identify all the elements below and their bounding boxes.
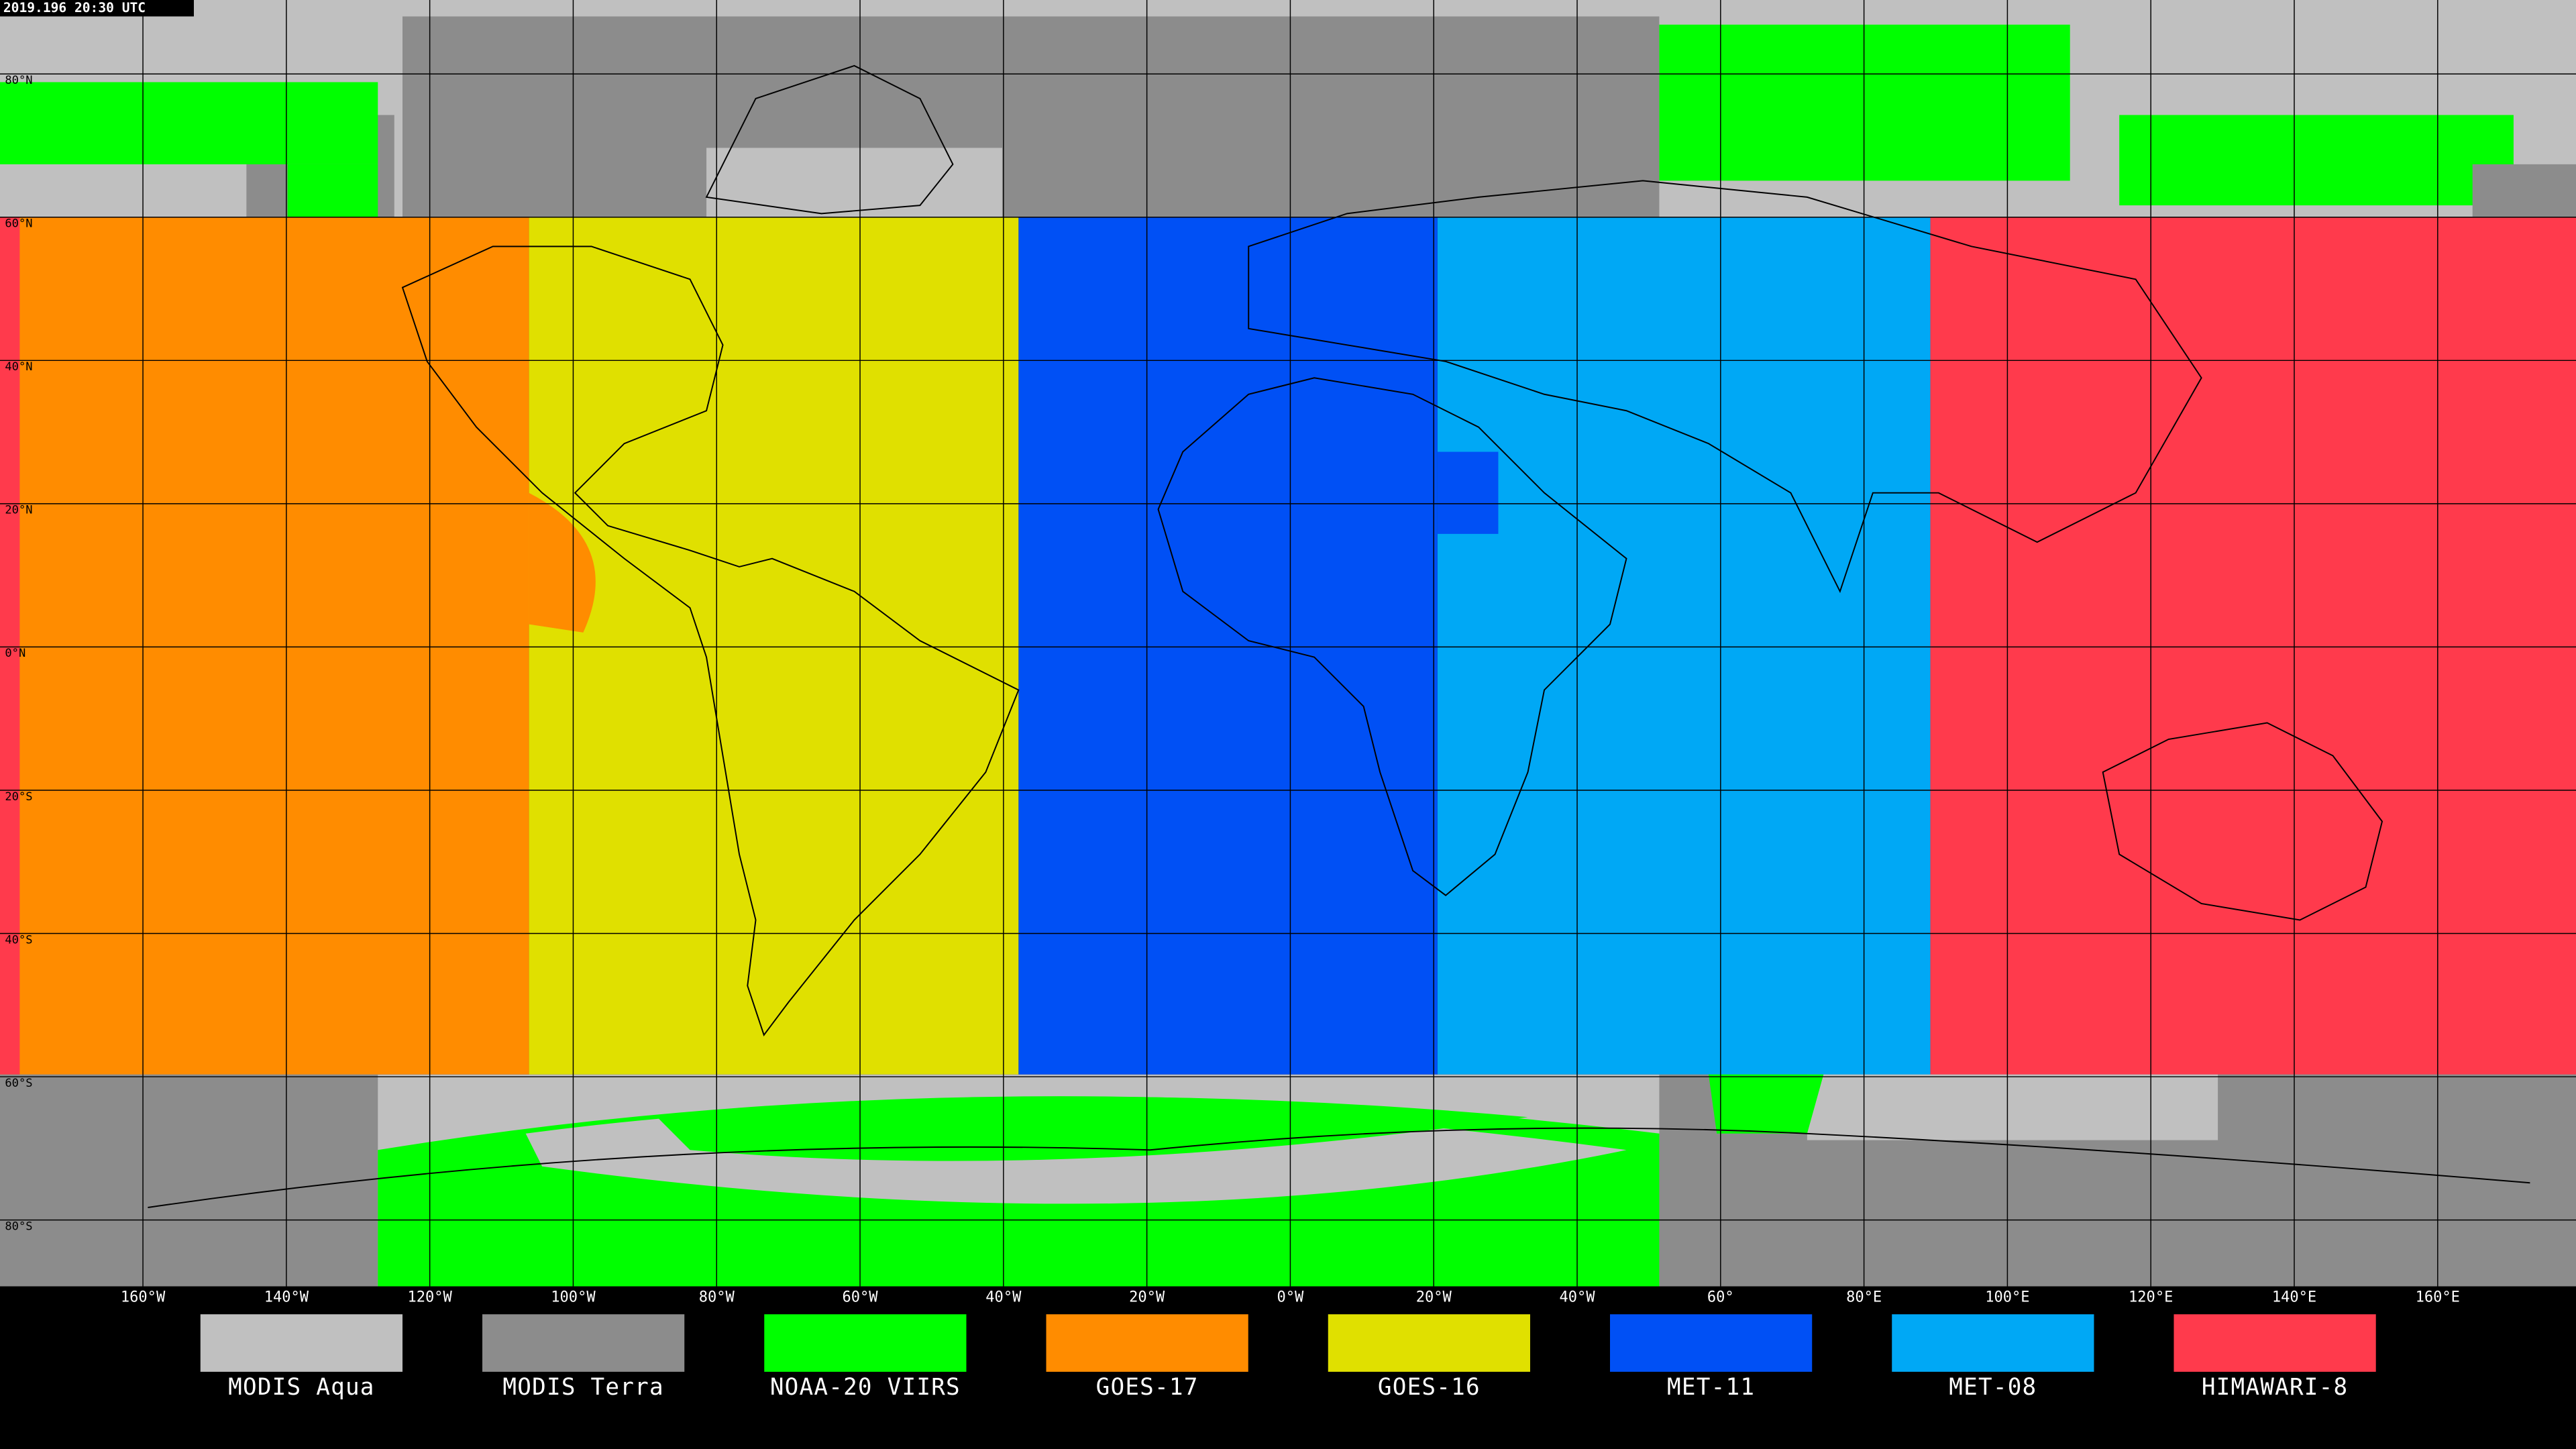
- latitude-label: 80°S: [5, 1220, 32, 1233]
- legend-swatch: [2174, 1314, 2376, 1372]
- longitude-label: 60°W: [843, 1289, 879, 1306]
- legend-label: GOES-16: [1378, 1374, 1481, 1401]
- coverage-area: [287, 164, 378, 217]
- legend-label: NOAA-20 VIIRS: [770, 1374, 961, 1401]
- graticule: [0, 73, 2576, 1221]
- legend-label: HIMAWARI-8: [2202, 1374, 2349, 1401]
- latitude-label: 60°N: [5, 217, 32, 231]
- longitude-label: 140°W: [264, 1289, 309, 1306]
- longitude-label: 160°W: [121, 1289, 166, 1306]
- latitude-label: 20°S: [5, 790, 32, 804]
- coverage-area: [0, 82, 378, 164]
- longitude-label: 100°E: [1985, 1289, 2029, 1306]
- legend-swatch: [200, 1314, 402, 1372]
- legend-swatch: [764, 1314, 967, 1372]
- longitude-label: 120°W: [407, 1289, 452, 1306]
- labels: 80°N 60°N 40°N 20°N 0°N 20°S 40°S 60°S 80°S 160°W…: [5, 74, 2460, 1306]
- longitude-label: 100°W: [551, 1289, 596, 1306]
- legend-panel: [0, 1286, 2576, 1449]
- coverage-area: [1930, 217, 2576, 1075]
- legend: MODIS Aqua MODIS Terra NOAA-20 VIIRS GOES-1…: [200, 1314, 2376, 1401]
- longitude-label: 80°W: [699, 1289, 735, 1306]
- longitude-label: 20°W: [1416, 1289, 1452, 1306]
- timestamp: 2019.196 20:30 UTC: [3, 0, 146, 15]
- longitude-label: 160°E: [2416, 1289, 2460, 1306]
- coastlines: [148, 64, 2530, 1208]
- legend-swatch: [1046, 1314, 1248, 1372]
- longitude-label: 40°W: [985, 1289, 1022, 1306]
- longitude-label: 140°E: [2272, 1289, 2316, 1306]
- legend-swatch: [1892, 1314, 2094, 1372]
- coverage-area: [0, 217, 529, 1075]
- coverage-area: [1437, 451, 1499, 534]
- longitude-label: 40°W: [1559, 1289, 1595, 1306]
- coverage-area: [2472, 164, 2576, 217]
- legend-swatch: [482, 1314, 685, 1372]
- legend-swatch: [1610, 1314, 1813, 1372]
- coverage-area: [0, 1074, 378, 1287]
- legend-swatch: [1328, 1314, 1530, 1372]
- longitude-label: 20°W: [1129, 1289, 1165, 1306]
- coverage-area: [1659, 24, 2070, 181]
- latitude-label: 40°S: [5, 933, 32, 947]
- latitude-label: 40°N: [5, 360, 32, 374]
- latitude-label: 20°N: [5, 504, 32, 517]
- coverage-area: [529, 492, 596, 633]
- coverage-area: [1807, 1074, 2218, 1140]
- latitude-label: 0°N: [5, 647, 25, 660]
- coverage-area: [1708, 1074, 1824, 1134]
- coverage-area: [529, 217, 1019, 1075]
- legend-label: MODIS Terra: [502, 1374, 663, 1401]
- legend-label: MET-08: [1949, 1374, 2037, 1401]
- coverage-regions: [0, 0, 2576, 1287]
- coverage-area: [1437, 217, 1931, 1075]
- legend-label: MODIS Aqua: [228, 1374, 375, 1401]
- longitude-label: 120°E: [2129, 1289, 2173, 1306]
- coverage-area: [402, 16, 1660, 217]
- latitude-label: 60°S: [5, 1077, 32, 1090]
- longitude-label: 0°W: [1277, 1289, 1305, 1306]
- coverage-area: [2119, 115, 2514, 206]
- legend-label: MET-11: [1667, 1374, 1755, 1401]
- coverage-area: [657, 1096, 1528, 1161]
- longitude-label: 80°E: [1846, 1289, 1882, 1306]
- latitude-label: 80°N: [5, 74, 32, 87]
- coverage-area: [706, 148, 1002, 217]
- coverage-area: [1018, 217, 1438, 1075]
- timestamp-box: [0, 0, 194, 17]
- longitude-label: 60°: [1707, 1289, 1734, 1306]
- legend-label: GOES-17: [1096, 1374, 1199, 1401]
- coverage-area: [0, 217, 20, 1075]
